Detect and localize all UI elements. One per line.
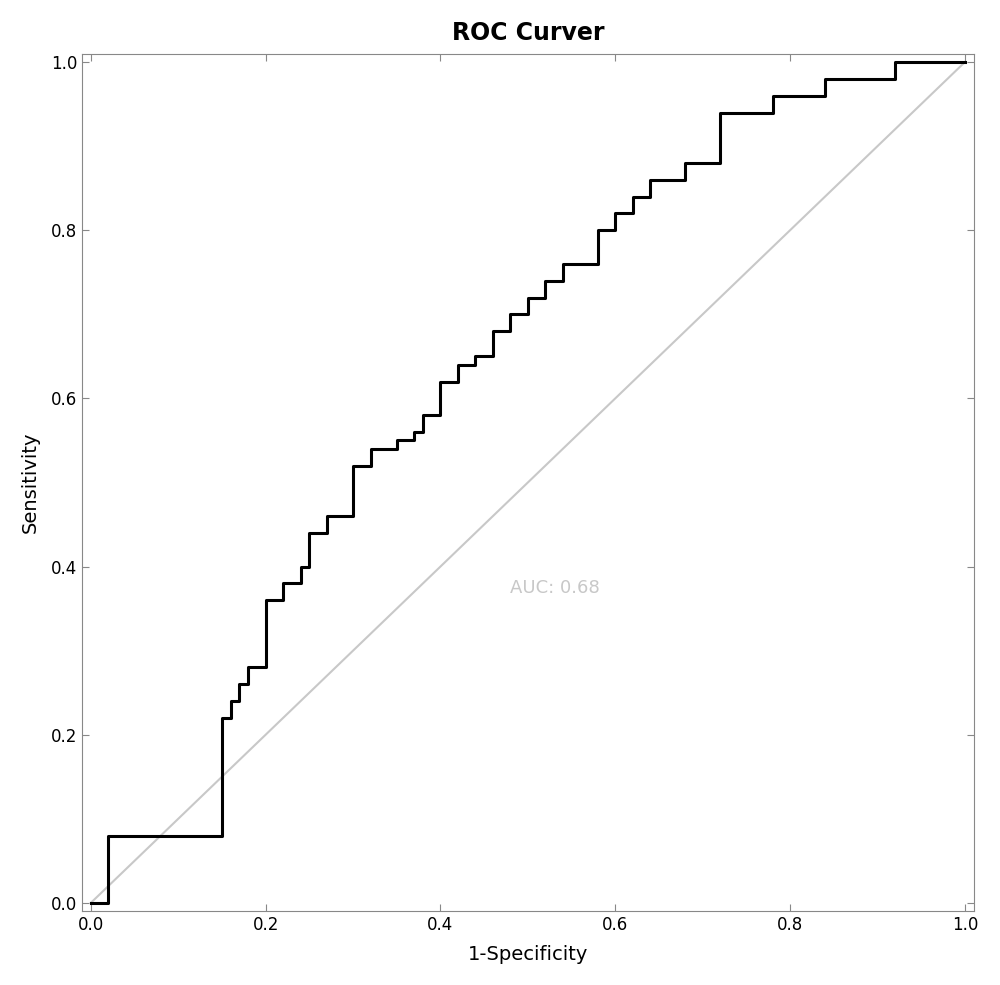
Title: ROC Curver: ROC Curver <box>452 21 604 45</box>
X-axis label: 1-Specificity: 1-Specificity <box>468 946 588 964</box>
Y-axis label: Sensitivity: Sensitivity <box>21 431 40 533</box>
Text: AUC: 0.68: AUC: 0.68 <box>510 578 600 597</box>
